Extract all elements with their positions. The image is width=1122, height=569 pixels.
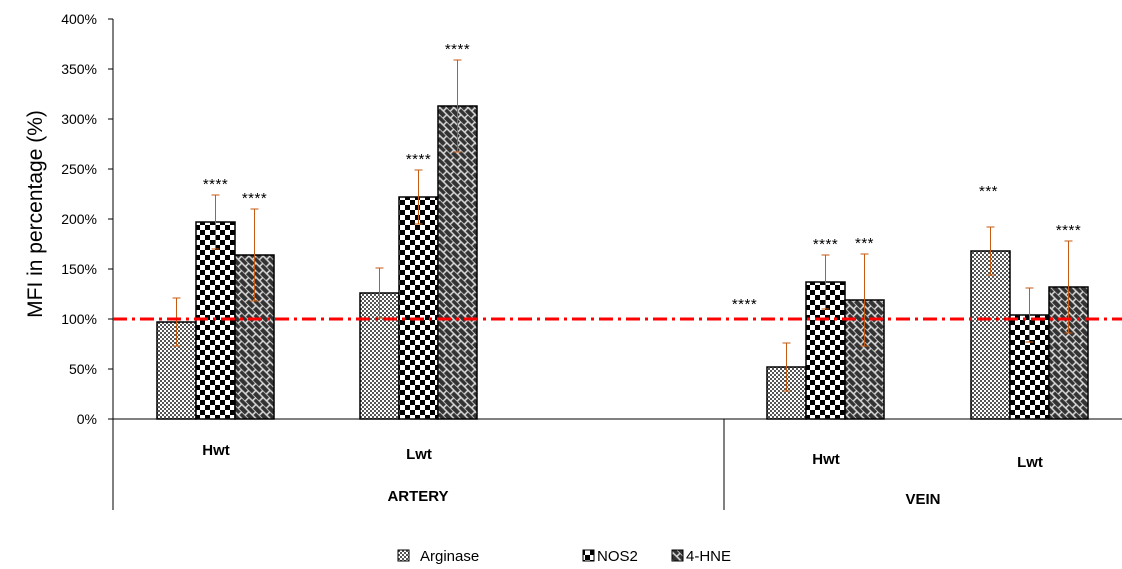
category-label: Hwt xyxy=(202,442,230,459)
legend-swatch xyxy=(582,549,595,562)
category-label: Hwt xyxy=(812,451,840,468)
bar-4-hne xyxy=(437,105,478,420)
legend-swatch xyxy=(671,549,684,562)
legend-label: Arginase xyxy=(420,548,479,565)
y-axis-ticks: 0% 50% 100% 150% 200% 250% 300% 350% 400% xyxy=(61,11,113,427)
y-tick-label: 100% xyxy=(61,311,97,327)
significance-label: **** xyxy=(813,236,838,253)
legend-label: NOS2 xyxy=(597,548,638,565)
y-tick-label: 150% xyxy=(61,261,97,277)
significance-label: **** xyxy=(242,190,267,207)
category-label: Lwt xyxy=(1017,454,1043,471)
significance-label: *** xyxy=(979,183,998,200)
bar-arginase xyxy=(970,250,1011,420)
significance-label: **** xyxy=(1056,222,1081,239)
bar-nos2 xyxy=(398,196,439,420)
group-label: VEIN xyxy=(905,491,940,508)
bars xyxy=(156,105,1089,420)
category-label: Lwt xyxy=(406,446,432,463)
legend-swatch xyxy=(397,549,410,562)
y-tick-label: 300% xyxy=(61,111,97,127)
axes xyxy=(112,19,1122,510)
y-tick-label: 250% xyxy=(61,161,97,177)
x-axis-labels: Hwt Lwt Hwt Lwt ARTERY VEIN xyxy=(202,442,1043,508)
significance-labels: ********************************** xyxy=(203,41,1081,313)
significance-label: **** xyxy=(203,176,228,193)
significance-label: **** xyxy=(445,41,470,58)
error-bars xyxy=(172,59,1073,392)
y-tick-label: 350% xyxy=(61,61,97,77)
significance-label: **** xyxy=(732,296,757,313)
significance-label: *** xyxy=(855,235,874,252)
y-tick-label: 50% xyxy=(69,361,97,377)
significance-label: **** xyxy=(406,151,431,168)
legend: Arginase NOS2 4-HNE xyxy=(397,548,731,565)
y-tick-label: 400% xyxy=(61,11,97,27)
group-label: ARTERY xyxy=(387,488,448,505)
y-axis-label: MFI in percentage (%) xyxy=(24,110,47,318)
y-tick-label: 0% xyxy=(77,411,97,427)
legend-label: 4-HNE xyxy=(686,548,731,565)
y-tick-label: 200% xyxy=(61,211,97,227)
